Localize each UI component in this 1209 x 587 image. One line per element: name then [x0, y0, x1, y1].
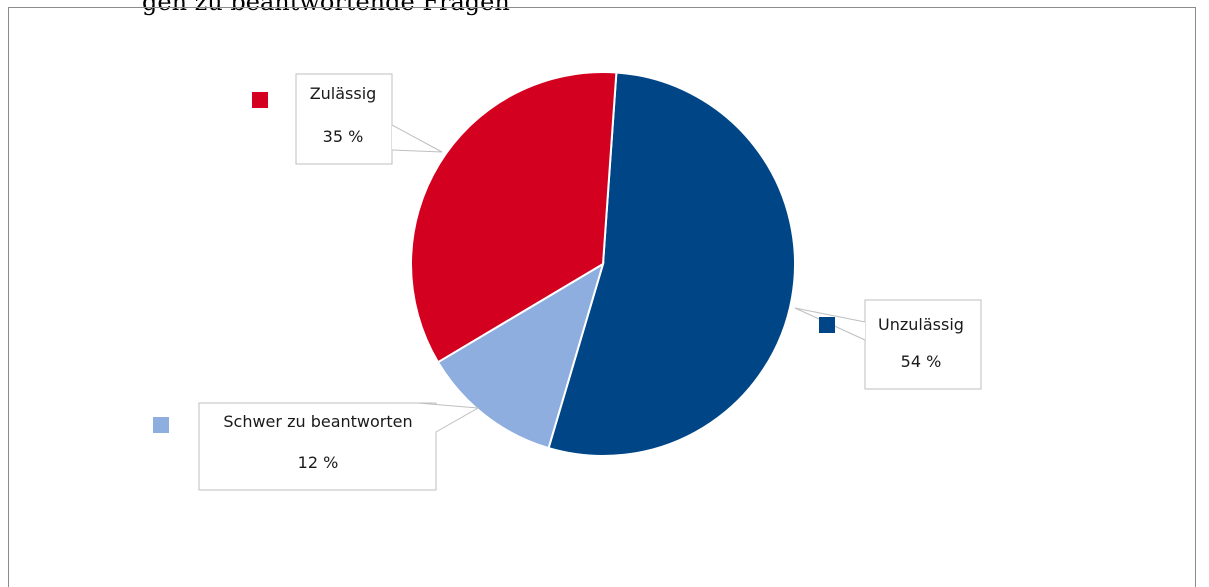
pie-slices — [410, 71, 796, 457]
slice-label-zulaessig: Zulässig — [310, 84, 377, 103]
legend-key-zulaessig — [252, 92, 268, 108]
legend-key-schwer — [153, 417, 169, 433]
chart-frame — [8, 7, 1196, 587]
pie-slice-schwer-zu-beantworten — [436, 261, 605, 450]
pie-chart: Zulässig 35 % Unzulässig 54 % Schwer zu … — [153, 71, 982, 491]
pie-slice-zul-ssig — [410, 71, 618, 364]
slice-label-unzulaessig: Unzulässig — [878, 315, 964, 334]
slice-value-zulaessig: 35 % — [323, 127, 364, 146]
callout-box-zulaessig — [295, 73, 393, 165]
slice-label-schwer: Schwer zu beantworten — [223, 412, 412, 431]
callout-box-schwer — [198, 402, 437, 491]
slice-value-schwer: 12 % — [298, 453, 339, 472]
slice-value-unzulaessig: 54 % — [901, 352, 942, 371]
legend-key-unzulaessig — [819, 317, 835, 333]
callout-pointer-zulaessig — [391, 124, 443, 153]
callout-unzulaessig: Unzulässig 54 % — [794, 299, 982, 390]
callout-pointer-schwer — [417, 402, 480, 433]
callout-zulaessig: Zulässig 35 % — [252, 73, 443, 165]
callout-schwer: Schwer zu beantworten 12 % — [153, 402, 480, 491]
callout-box-unzulaessig — [864, 299, 982, 390]
chart-title-fragment: gen zu beantwortende Fragen — [142, 0, 510, 16]
